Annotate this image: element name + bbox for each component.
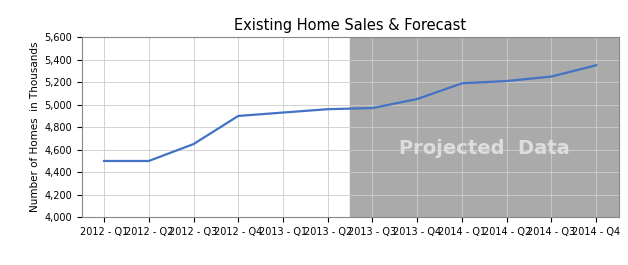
Title: Existing Home Sales & Forecast: Existing Home Sales & Forecast	[234, 18, 466, 33]
Text: Projected  Data: Projected Data	[399, 139, 570, 158]
Y-axis label: Number of Homes  in Thousands: Number of Homes in Thousands	[30, 42, 40, 213]
Bar	[350, 37, 619, 217]
